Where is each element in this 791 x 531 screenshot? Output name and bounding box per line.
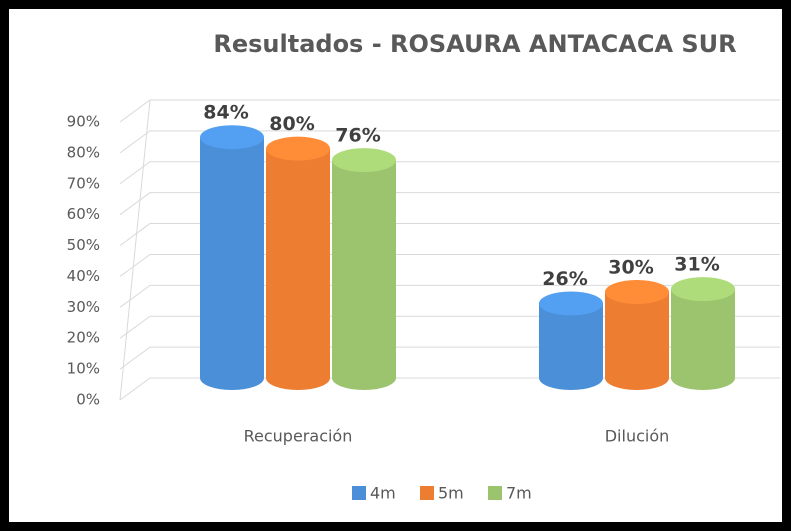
axis-wall (119, 99, 151, 401)
y-tick-label: 20% (67, 329, 100, 347)
value-label: 26% (542, 268, 587, 290)
grid-line (119, 99, 780, 123)
value-label: 84% (203, 102, 248, 124)
y-tick-label: 40% (67, 267, 100, 285)
chart-title: Resultados - ROSAURA ANTACACA SUR (213, 30, 736, 58)
legend-swatch (420, 486, 434, 500)
bar-body (266, 148, 330, 390)
grid-line (119, 284, 780, 308)
y-tick-label: 60% (67, 205, 100, 223)
legend-swatch (488, 486, 502, 500)
bar-body (200, 137, 264, 390)
grid-line (119, 161, 780, 185)
value-label: 30% (608, 257, 653, 279)
y-tick-label: 50% (67, 236, 100, 254)
x-tick-label: Dilución (605, 427, 670, 446)
bar-top (200, 125, 264, 150)
y-tick-label: 80% (67, 143, 100, 161)
bar-top (539, 291, 603, 316)
x-tick-label: Recuperación (244, 427, 353, 446)
bar-top (671, 277, 735, 302)
value-label: 80% (269, 113, 314, 135)
y-tick-label: 30% (67, 298, 100, 316)
y-tick-label: 0% (76, 391, 100, 409)
legend-swatch (352, 486, 366, 500)
grid-line (119, 223, 780, 246)
legend-label: 4m (370, 484, 396, 503)
y-tick-label: 10% (67, 360, 100, 378)
bar-body (605, 292, 669, 390)
legend-label: 5m (438, 484, 464, 503)
bar-top (266, 136, 330, 161)
bar-body (539, 303, 603, 390)
y-tick-label: 90% (67, 113, 100, 131)
bar-body (671, 289, 735, 390)
grid-line (119, 192, 780, 216)
bar-top (605, 280, 669, 304)
bar-top (332, 148, 396, 173)
grid-line (119, 130, 780, 154)
y-tick-label: 70% (67, 174, 100, 192)
value-label: 31% (674, 254, 719, 276)
grid-line (119, 253, 780, 277)
bar-body (332, 160, 396, 390)
legend-label: 7m (506, 484, 532, 503)
value-label: 76% (335, 125, 380, 147)
